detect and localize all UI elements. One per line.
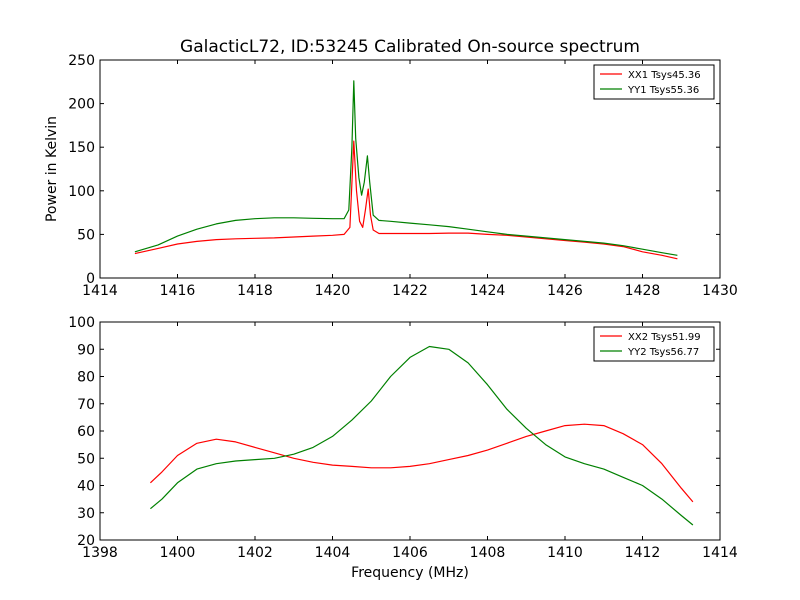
bottom-series-lines (149, 345, 694, 526)
y-tick-label: 100 (68, 184, 95, 200)
bottom-legend: XX2 Tsys51.99 YY2 Tsys56.77 (593, 326, 715, 362)
x-tick-label: 1428 (625, 283, 661, 299)
top-legend-box (593, 64, 715, 100)
legend-label-yy2: YY2 Tsys56.77 (627, 347, 699, 358)
bottom-panel: 1398 1400 1402 1404 1406 1408 1410 1412 1414 20 3… (68, 315, 738, 581)
y-tick-label: 0 (86, 271, 95, 287)
y-tick-label: 100 (68, 315, 95, 331)
top-series-lines (134, 80, 678, 260)
x-tick-label: 1416 (160, 283, 196, 299)
y-tick-label: 50 (77, 227, 95, 243)
y-tick-label: 50 (77, 451, 95, 467)
x-tick-label: 1430 (702, 283, 738, 299)
chart-title: GalacticL72, ID:53245 Calibrated On-sour… (180, 37, 640, 57)
x-tick-label: 1400 (160, 545, 196, 561)
y-tick-label: 200 (68, 97, 95, 113)
x-tick-label: 1414 (702, 545, 738, 561)
top-y-ticks: 0 50 100 150 200 250 (68, 53, 720, 287)
series-line-yy1 (134, 80, 678, 256)
bottom-x-axis-label: Frequency (MHz) (351, 565, 469, 581)
x-tick-label: 1410 (547, 545, 583, 561)
bottom-legend-box (593, 326, 715, 362)
y-tick-label: 150 (68, 140, 95, 156)
y-tick-label: 80 (77, 370, 95, 386)
y-tick-label: 70 (77, 397, 95, 413)
y-tick-label: 90 (77, 342, 95, 358)
x-tick-label: 1402 (237, 545, 273, 561)
y-tick-label: 60 (77, 424, 95, 440)
top-legend: XX1 Tsys45.36 YY1 Tsys55.36 (593, 64, 715, 100)
legend-label-xx1: XX1 Tsys45.36 (628, 70, 701, 81)
x-tick-label: 1418 (237, 283, 273, 299)
y-tick-label: 20 (77, 533, 95, 549)
x-tick-label: 1406 (392, 545, 428, 561)
x-tick-label: 1420 (315, 283, 351, 299)
x-tick-label: 1404 (315, 545, 351, 561)
y-tick-label: 250 (68, 53, 95, 69)
bottom-y-ticks: 20 30 40 50 60 70 80 90 100 (68, 315, 720, 549)
x-tick-label: 1414 (82, 283, 118, 299)
x-tick-label: 1412 (625, 545, 661, 561)
top-y-axis-label: Power in Kelvin (44, 116, 60, 222)
x-tick-label: 1422 (392, 283, 428, 299)
legend-label-xx2: XX2 Tsys51.99 (628, 332, 701, 343)
y-tick-label: 40 (77, 479, 95, 495)
series-line-yy2 (150, 345, 694, 526)
x-tick-label: 1424 (470, 283, 506, 299)
series-line-xx1 (134, 140, 678, 260)
x-tick-label: 1426 (547, 283, 583, 299)
y-tick-label: 30 (77, 506, 95, 522)
x-tick-label: 1408 (470, 545, 506, 561)
top-x-ticks: 1414 1416 1418 1420 1422 1424 1426 1428 1430 (82, 60, 738, 299)
legend-label-yy1: YY1 Tsys55.36 (627, 85, 699, 96)
series-line-xx2 (149, 423, 694, 503)
bottom-x-ticks: 1398 1400 1402 1404 1406 1408 1410 1412 1414 (82, 322, 738, 561)
top-panel: 1414 1416 1418 1420 1422 1424 1426 1428 1430 0 50… (44, 53, 738, 299)
x-tick-label: 1398 (82, 545, 118, 561)
